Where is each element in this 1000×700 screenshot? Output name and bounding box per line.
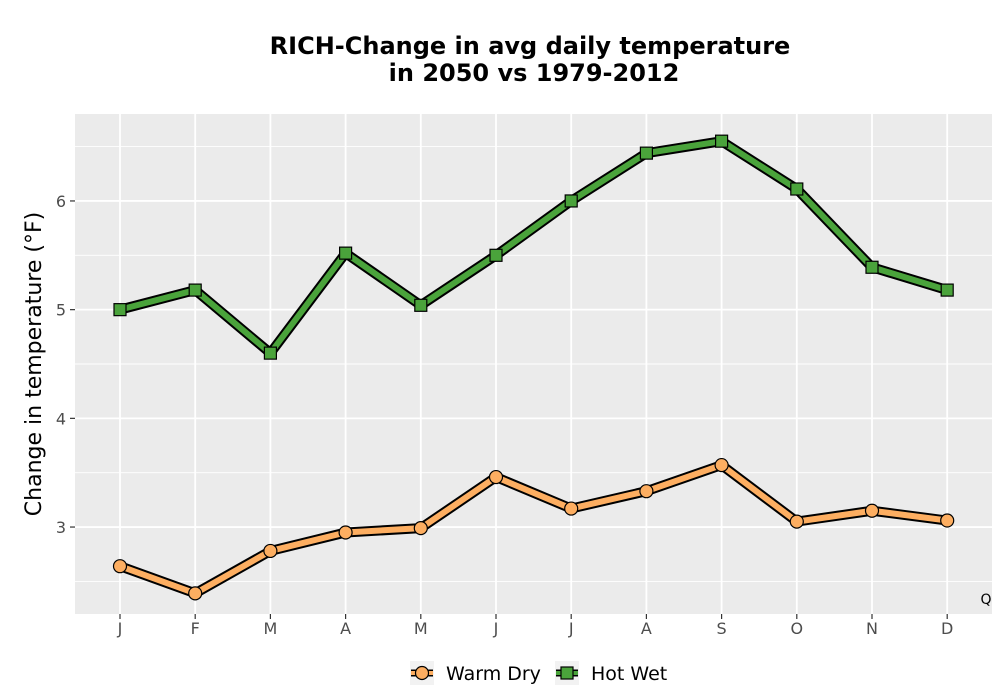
x-tick-label: O: [791, 619, 804, 638]
x-tick-label: S: [717, 619, 727, 638]
legend-key-marker: [414, 665, 430, 681]
data-point: [263, 346, 277, 360]
data-point: [188, 586, 203, 601]
data-point: [639, 146, 654, 160]
legend-item: Warm Dry: [410, 661, 541, 685]
x-tick-label: F: [191, 619, 200, 638]
y-tick-label: 3: [56, 518, 66, 537]
data-point: [413, 521, 428, 536]
x-tick-label: A: [641, 619, 652, 638]
legend-label: Hot Wet: [591, 663, 667, 685]
y-tick-layer: 3 4 5 6: [56, 192, 75, 537]
x-tick-label: M: [263, 619, 277, 638]
data-point: [488, 469, 504, 485]
series-line: [117, 138, 951, 357]
series-hot-wet: [113, 134, 954, 360]
x-tick-label: J: [117, 619, 123, 638]
data-point: [714, 134, 729, 148]
x-tick-label: A: [340, 619, 351, 638]
corner-label: Q: [980, 592, 991, 608]
data-point: [564, 501, 579, 516]
data-point: [188, 283, 202, 297]
y-tick-label: 5: [56, 301, 66, 320]
data-point: [789, 514, 804, 529]
data-point: [339, 246, 353, 260]
data-point: [940, 283, 954, 297]
y-tick-label: 4: [56, 409, 66, 428]
chart-title-line-1: RICH-Change in avg daily temperature: [270, 32, 791, 60]
data-point: [865, 260, 879, 274]
x-tick-label: J: [568, 619, 574, 638]
data-point: [113, 303, 127, 317]
x-tick-label: N: [866, 619, 878, 638]
chart-title-line-2: in 2050 vs 1979-2012: [389, 59, 680, 87]
y-axis-title: Change in temperature (°F): [22, 212, 47, 516]
data-point: [489, 248, 503, 262]
data-point: [940, 513, 955, 528]
data-point: [790, 182, 804, 196]
x-tick-label: M: [414, 619, 428, 638]
legend: Warm Dry Hot Wet: [410, 661, 667, 685]
data-point: [112, 559, 128, 574]
data-point: [564, 194, 578, 208]
legend-label: Warm Dry: [446, 663, 541, 685]
legend-key-marker: [560, 666, 574, 680]
series-warm-dry: [112, 457, 955, 601]
x-tick-label: J: [493, 619, 499, 638]
series-line: [117, 462, 951, 597]
data-point: [639, 484, 654, 499]
data-point: [263, 543, 278, 559]
y-tick-label: 6: [56, 192, 66, 211]
data-point: [864, 503, 880, 518]
series-layer: [112, 134, 955, 601]
x-tick-label: D: [941, 619, 953, 638]
data-point: [714, 457, 729, 473]
grid-layer: [75, 114, 992, 614]
legend-item: Hot Wet: [555, 661, 667, 685]
data-point: [414, 298, 428, 312]
data-point: [338, 525, 353, 540]
